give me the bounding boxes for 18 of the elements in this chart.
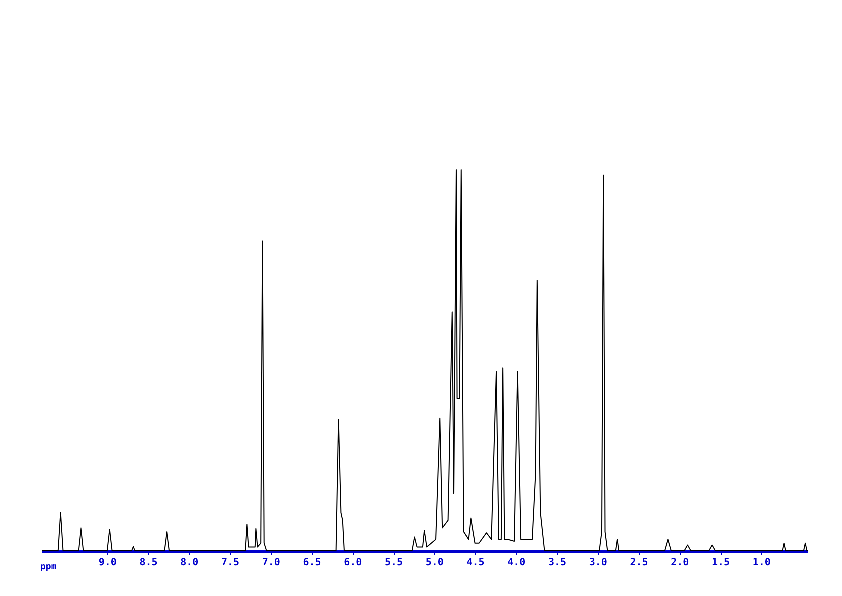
x-tick-label: 6.0 [344, 558, 362, 568]
x-tick-label: 7.5 [221, 558, 240, 568]
x-tick-label: 6.5 [303, 558, 322, 568]
x-tick-label: 8.0 [180, 558, 199, 568]
x-tick-label: 3.0 [589, 558, 608, 568]
x-tick-label: 1.0 [752, 558, 771, 568]
x-tick-label: 4.0 [508, 558, 526, 568]
x-tick-label: 5.5 [384, 558, 404, 568]
x-tick-label: 8.5 [140, 558, 158, 568]
x-tick-label: 3.5 [548, 558, 567, 568]
x-tick-label: 4.5 [466, 558, 485, 568]
x-tick-label: 1.5 [712, 558, 730, 568]
x-axis-title: ppm [40, 562, 58, 572]
x-tick-label: 9.0 [98, 558, 117, 568]
x-tick-label: 2.0 [671, 558, 690, 568]
x-tick-label: 5.0 [426, 558, 444, 568]
x-tick-label: 2.5 [630, 558, 648, 568]
x-tick-label: 7.0 [262, 558, 280, 568]
